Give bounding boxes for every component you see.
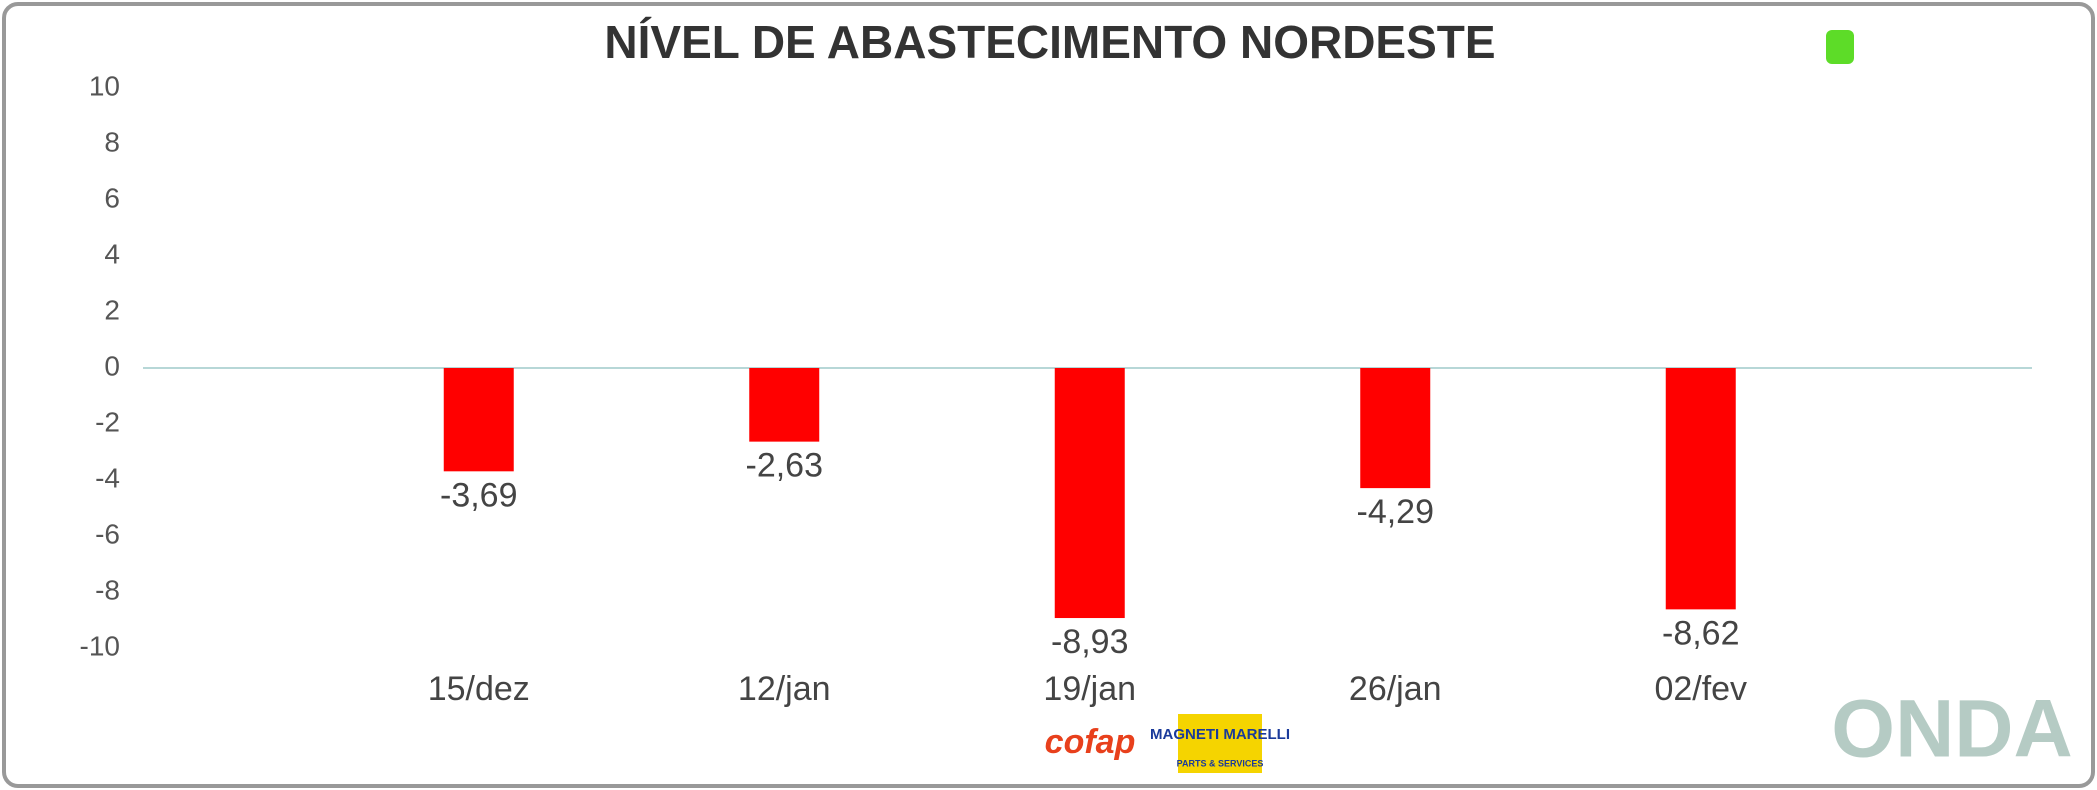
magneti-logo: MAGNETI MARELLI: [1150, 726, 1290, 743]
y-tick-label: 4: [104, 238, 120, 269]
brand-icon: [1826, 30, 1854, 64]
y-tick-label: 10: [89, 70, 120, 101]
chart-title: NÍVEL DE ABASTECIMENTO NORDESTE: [604, 16, 1495, 68]
x-tick-label: 12/jan: [738, 670, 831, 708]
magneti-box: [1178, 714, 1262, 773]
bar: [1360, 368, 1431, 489]
onda-logo: ONDA: [1831, 684, 2072, 775]
y-tick-label: -10: [80, 630, 120, 661]
bar: [1665, 368, 1736, 610]
y-tick-label: -8: [95, 574, 120, 605]
cofap-logo: cofap: [1045, 723, 1136, 761]
y-tick-label: 0: [104, 350, 120, 381]
value-label: -2,63: [746, 447, 824, 485]
x-tick-label: 19/jan: [1043, 670, 1136, 708]
bar: [1054, 368, 1125, 619]
y-tick-label: -4: [95, 462, 120, 493]
value-label: -8,62: [1662, 614, 1740, 652]
value-label: -4,29: [1357, 493, 1435, 531]
x-tick-label: 15/dez: [428, 670, 530, 708]
bar: [443, 368, 514, 472]
y-tick-label: 8: [104, 126, 120, 157]
y-tick-label: -2: [95, 406, 120, 437]
y-tick-label: 6: [104, 182, 120, 213]
value-label: -8,93: [1051, 623, 1129, 661]
y-tick-label: 2: [104, 294, 120, 325]
magneti-sub: PARTS & SERVICES: [1177, 758, 1264, 768]
value-label: -3,69: [440, 476, 518, 514]
y-tick-label: -6: [95, 518, 120, 549]
x-tick-label: 26/jan: [1349, 670, 1442, 708]
x-tick-label: 02/fev: [1654, 670, 1747, 708]
bar: [749, 368, 820, 442]
